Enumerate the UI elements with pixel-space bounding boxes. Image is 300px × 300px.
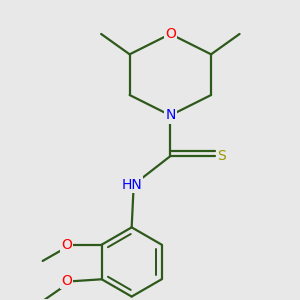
Text: O: O: [165, 27, 176, 41]
Text: N: N: [165, 108, 176, 122]
Text: O: O: [61, 238, 72, 252]
Text: S: S: [217, 149, 226, 163]
Text: HN: HN: [121, 178, 142, 192]
Text: O: O: [61, 274, 72, 288]
